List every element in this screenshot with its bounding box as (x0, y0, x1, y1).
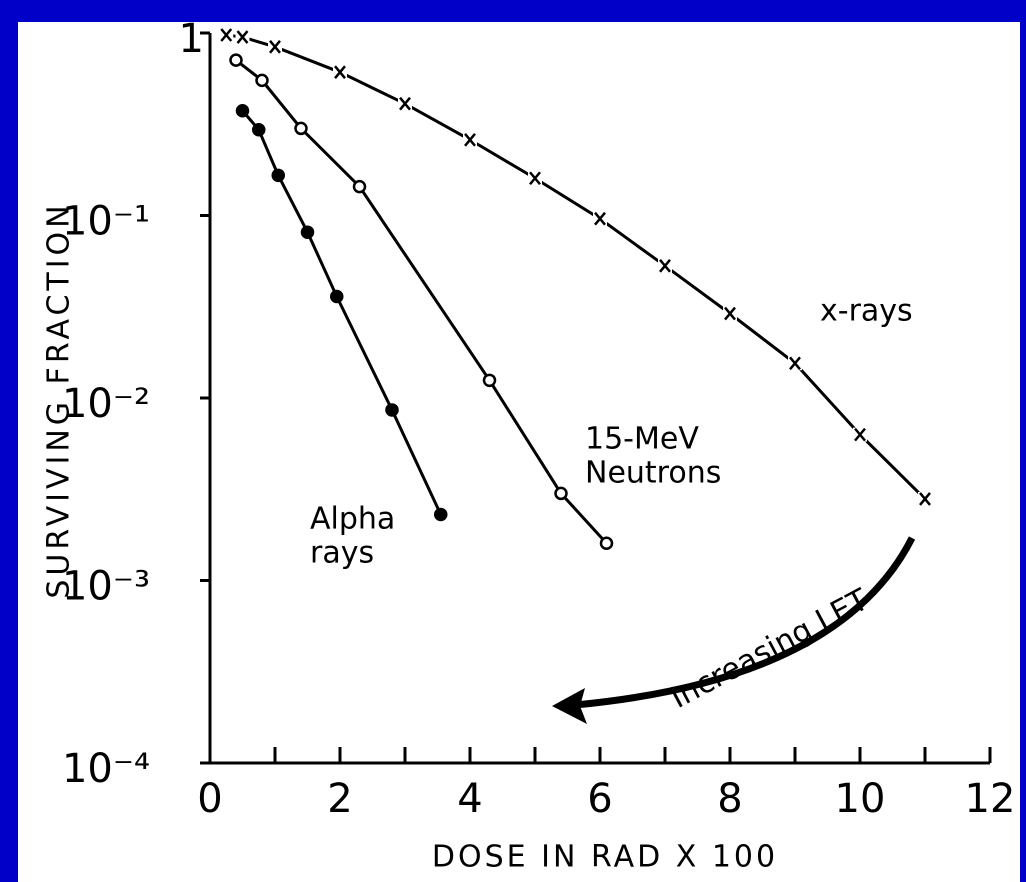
series-label: Neutrons (585, 456, 721, 491)
point (330, 289, 344, 304)
panel (18, 22, 1020, 882)
marker-cross (220, 28, 233, 42)
point (434, 507, 448, 522)
x-marker (853, 427, 867, 442)
series-label: 15-MeV (585, 422, 699, 457)
marker-cross (919, 492, 931, 506)
x-marker (788, 356, 802, 371)
point (554, 486, 568, 501)
y-tick-label: 10⁻¹ (62, 199, 150, 245)
x-tick-label: 4 (457, 776, 482, 822)
marker-cross (854, 427, 866, 442)
point (235, 103, 250, 118)
x-marker (268, 39, 282, 54)
series-label: rays (310, 536, 374, 571)
x-tick-label: 8 (717, 776, 742, 822)
marker-cross (659, 259, 671, 273)
x-marker (918, 491, 932, 506)
x-marker (658, 258, 672, 273)
point (252, 123, 266, 137)
x-tick-label: 12 (965, 776, 1016, 822)
point (255, 73, 269, 88)
point (599, 536, 614, 550)
point (229, 53, 243, 67)
marker-cross (334, 65, 346, 79)
point (294, 121, 308, 136)
x-marker (398, 96, 412, 111)
x-tick-label: 6 (587, 776, 612, 822)
y-tick-label: 10⁻⁴ (62, 746, 150, 792)
x-tick-label: 2 (327, 776, 352, 822)
point (300, 225, 315, 239)
marker-cross (269, 40, 281, 54)
marker-cross (464, 132, 476, 147)
x-tick-label: 10 (835, 776, 886, 822)
x-marker (235, 30, 250, 45)
x-marker (723, 306, 737, 321)
marker-cross (529, 171, 541, 186)
point (482, 373, 497, 388)
marker-cross (399, 96, 411, 111)
y-axis-title: SURVIVING FRACTION (42, 201, 77, 598)
y-tick-label: 10⁻³ (62, 564, 150, 610)
y-tick-label: 1 (179, 16, 204, 62)
x-marker (219, 28, 234, 43)
series-label: x-rays (820, 294, 913, 329)
point (352, 179, 367, 194)
let-arrowhead (552, 688, 587, 724)
x-marker (333, 65, 347, 80)
x-tick-label: 0 (197, 776, 222, 822)
series-label: Alpha (310, 502, 395, 537)
marker-cross (594, 211, 606, 226)
y-tick-label: 10⁻² (62, 381, 150, 427)
x-marker (463, 132, 477, 147)
marker-cross (789, 356, 801, 371)
point (271, 168, 285, 183)
let-arrow (574, 536, 916, 709)
x-marker (528, 171, 542, 186)
x-marker (593, 211, 607, 226)
point (385, 403, 399, 417)
marker-cross (724, 306, 736, 321)
x-axis-title: DOSE IN RAD X 100 (432, 840, 778, 875)
marker-cross (236, 30, 249, 44)
